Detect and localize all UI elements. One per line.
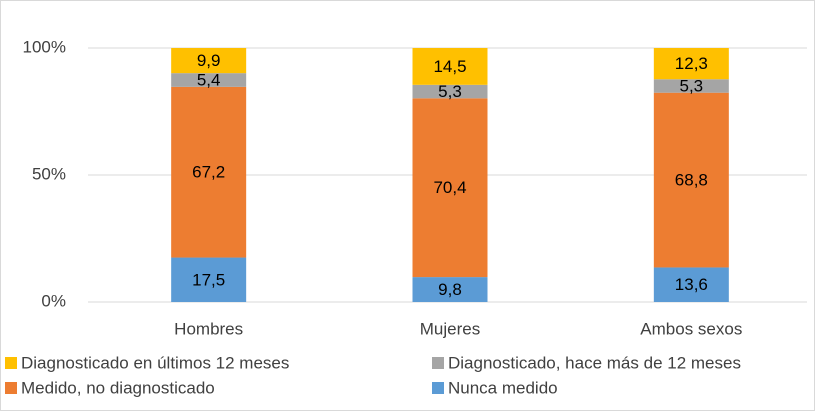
- bar-segment: [412, 48, 488, 85]
- bar-segment: [412, 84, 488, 99]
- bar-segment: [412, 277, 488, 302]
- data-label: 5,4: [197, 70, 221, 89]
- data-label: 68,8: [675, 171, 708, 190]
- x-tick-label: Hombres: [174, 319, 243, 338]
- legend-swatch: [5, 357, 17, 369]
- legend-label: Diagnosticado en últimos 12 meses: [21, 353, 289, 372]
- data-label: 9,9: [197, 51, 221, 70]
- y-tick-label: 100%: [23, 37, 66, 56]
- bar-segment: [171, 86, 247, 258]
- bar-segment: [171, 257, 247, 302]
- data-label: 14,5: [433, 57, 466, 76]
- bar-segment: [653, 48, 729, 80]
- data-label: 17,5: [192, 270, 225, 289]
- legend-swatch: [432, 382, 444, 394]
- data-label: 13,6: [675, 275, 708, 294]
- x-tick-label: Mujeres: [420, 319, 480, 338]
- data-label: 5,3: [680, 76, 704, 95]
- data-label: 12,3: [675, 54, 708, 73]
- legend-label: Nunca medido: [448, 378, 558, 397]
- bar-segment: [412, 98, 488, 278]
- data-label: 9,8: [438, 280, 462, 299]
- y-tick-label: 50%: [32, 164, 66, 183]
- legend-label: Medido, no diagnosticado: [21, 378, 215, 397]
- bar-segment: [653, 267, 729, 302]
- legend-swatch: [5, 382, 17, 394]
- data-label: 67,2: [192, 163, 225, 182]
- legend-label: Diagnosticado, hace más de 12 meses: [448, 353, 741, 372]
- bar-segment: [171, 73, 247, 87]
- bar-segment: [653, 92, 729, 268]
- bar-segment: [171, 48, 247, 74]
- data-label: 5,3: [438, 82, 462, 101]
- x-tick-label: Ambos sexos: [640, 319, 742, 338]
- y-tick-label: 0%: [41, 291, 66, 310]
- bar-segment: [653, 79, 729, 93]
- legend-swatch: [432, 357, 444, 369]
- data-label: 70,4: [433, 178, 466, 197]
